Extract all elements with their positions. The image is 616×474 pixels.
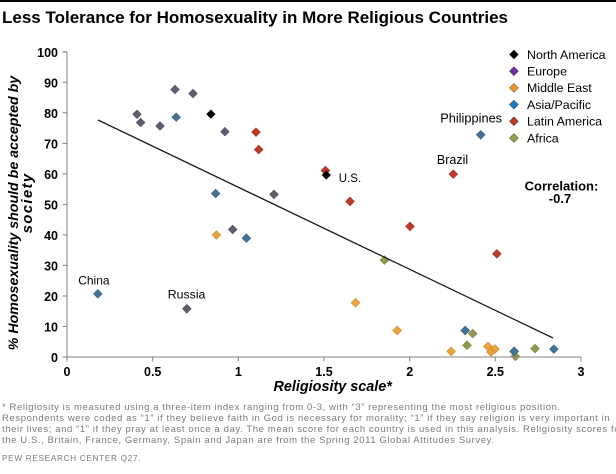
svg-text:U.S.: U.S. — [339, 173, 361, 185]
svg-text:1: 1 — [235, 365, 242, 379]
svg-text:40: 40 — [44, 229, 58, 243]
svg-text:70: 70 — [44, 137, 58, 151]
svg-text:2.5: 2.5 — [487, 365, 504, 379]
svg-text:Russia: Russia — [168, 288, 206, 302]
svg-text:20: 20 — [44, 290, 58, 304]
svg-text:Latin America: Latin America — [527, 115, 602, 129]
svg-text:% Homosexuality should be acce: % Homosexuality should be accepted by — [6, 75, 22, 350]
svg-text:Philippines: Philippines — [440, 110, 502, 125]
svg-text:10: 10 — [44, 321, 58, 335]
svg-text:0.5: 0.5 — [144, 365, 161, 379]
svg-text:50: 50 — [44, 198, 58, 212]
svg-text:0: 0 — [64, 365, 71, 379]
svg-text:Africa: Africa — [527, 131, 559, 145]
svg-text:Europe: Europe — [527, 65, 567, 79]
svg-text:Brazil: Brazil — [437, 153, 468, 167]
svg-text:Religiosity scale*: Religiosity scale* — [274, 379, 394, 395]
svg-text:0: 0 — [51, 351, 58, 365]
svg-text:Asia/Pacific: Asia/Pacific — [527, 98, 591, 112]
svg-text:North America: North America — [527, 48, 606, 62]
svg-text:90: 90 — [44, 76, 58, 90]
svg-text:Correlation:: Correlation: — [525, 179, 599, 194]
svg-text:-0.7: -0.7 — [549, 191, 571, 206]
svg-text:60: 60 — [44, 168, 58, 182]
svg-text:society: society — [19, 173, 36, 234]
svg-text:30: 30 — [44, 259, 58, 273]
svg-text:2: 2 — [406, 365, 413, 379]
svg-text:China: China — [78, 273, 110, 287]
svg-text:1.5: 1.5 — [315, 365, 332, 379]
svg-text:80: 80 — [44, 107, 58, 121]
svg-text:Middle East: Middle East — [527, 81, 592, 95]
svg-text:100: 100 — [37, 46, 58, 60]
svg-text:3: 3 — [578, 365, 585, 379]
